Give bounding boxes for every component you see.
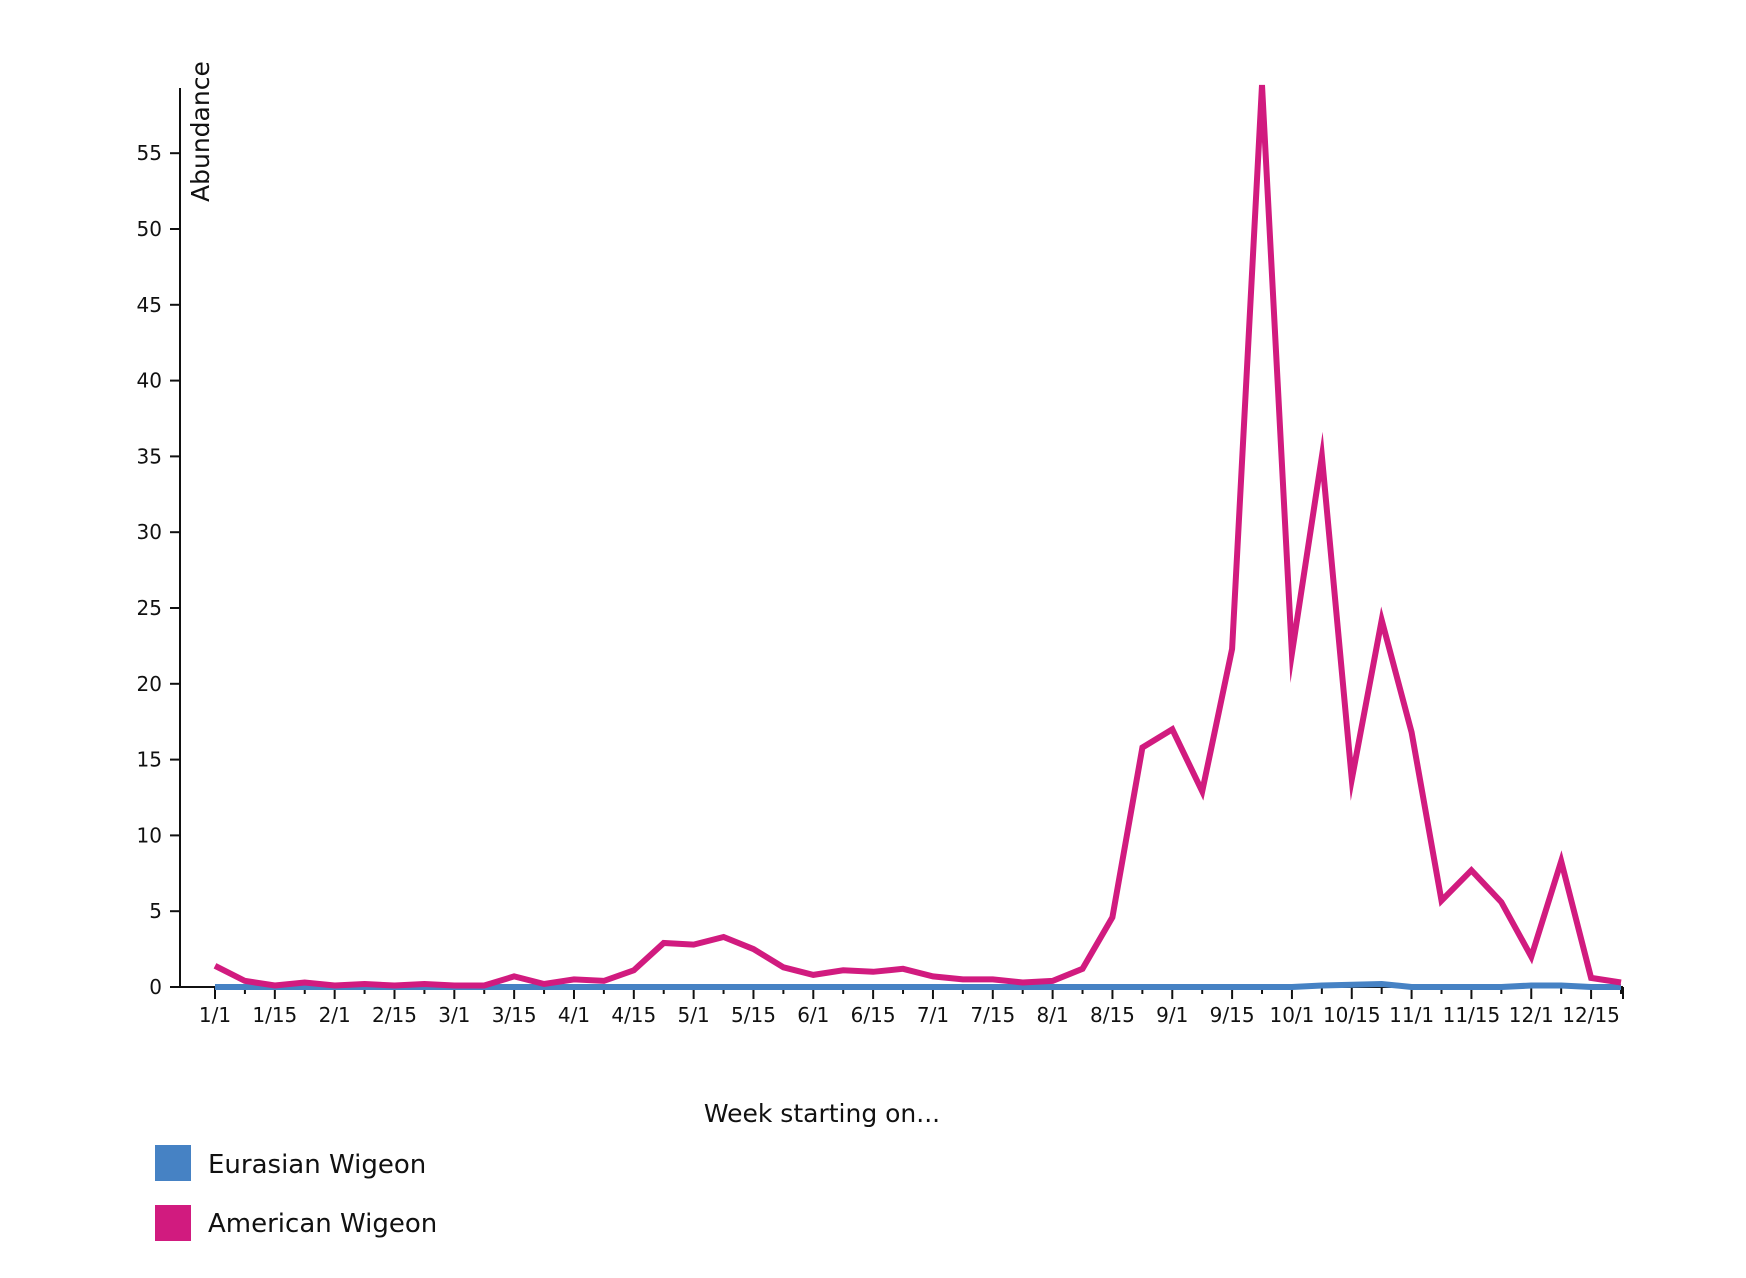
y-tick-label: 45 [137,293,162,317]
y-tick-label: 50 [137,217,162,241]
legend-label-eurasian-wigeon: Eurasian Wigeon [208,1150,426,1180]
legend-swatch-eurasian-wigeon [155,1145,191,1181]
series-line-american-wigeon [213,84,1622,989]
y-tick-label: 5 [149,899,162,923]
y-axis: 0 5 10 15 20 25 30 35 40 45 50 55 [137,88,181,999]
x-tick-label: 5/1 [678,1003,710,1027]
x-tick-label: 9/15 [1210,1003,1255,1027]
x-tick-label: 1/15 [252,1003,297,1027]
y-tick-label: 35 [137,444,162,468]
y-tick-label: 30 [137,520,162,544]
x-axis: 1/1 1/15 2/1 2/15 3/1 3/15 4/1 4/15 5/1 5/15 6/1 6/… [180,986,1624,1027]
x-tick-label: 11/15 [1443,1003,1501,1027]
x-tick-label: 10/1 [1269,1003,1314,1027]
x-tick-label: 3/15 [492,1003,537,1027]
x-tick-label: 4/15 [611,1003,656,1027]
y-axis-title: Abundance [186,61,215,202]
x-tick-label: 7/15 [970,1003,1015,1027]
x-axis-title: Week starting on... [704,1099,940,1128]
x-tick-label: 6/15 [851,1003,896,1027]
legend-item-eurasian-wigeon[interactable]: Eurasian Wigeon [155,1145,426,1181]
legend: Eurasian Wigeon American Wigeon [155,1145,437,1241]
x-tick-label: 2/15 [372,1003,417,1027]
y-tick-label: 20 [137,672,162,696]
series-lines [213,84,1622,990]
x-tick-label: 8/1 [1037,1003,1069,1027]
x-tick-label: 8/15 [1090,1003,1135,1027]
x-tick-label: 3/1 [438,1003,470,1027]
x-tick-label: 1/1 [199,1003,231,1027]
y-tick-label: 55 [137,141,162,165]
x-tick-label: 10/15 [1323,1003,1381,1027]
x-tick-label: 5/15 [731,1003,776,1027]
y-tick-label: 10 [137,823,162,847]
y-tick-label: 40 [137,369,162,393]
y-tick-label: 25 [137,596,162,620]
x-tick-label: 9/1 [1156,1003,1188,1027]
x-tick-label: 4/1 [558,1003,590,1027]
x-tick-label: 2/1 [319,1003,351,1027]
x-tick-label: 12/1 [1509,1003,1554,1027]
y-tick-label: 15 [137,748,162,772]
x-tick-label: 12/15 [1562,1003,1620,1027]
y-tick-label: 0 [149,975,162,999]
legend-swatch-american-wigeon [155,1205,191,1241]
legend-item-american-wigeon[interactable]: American Wigeon [155,1205,437,1241]
legend-label-american-wigeon: American Wigeon [208,1209,437,1239]
x-tick-label: 7/1 [917,1003,949,1027]
x-tick-label: 11/1 [1389,1003,1434,1027]
x-tick-label: 6/1 [797,1003,829,1027]
